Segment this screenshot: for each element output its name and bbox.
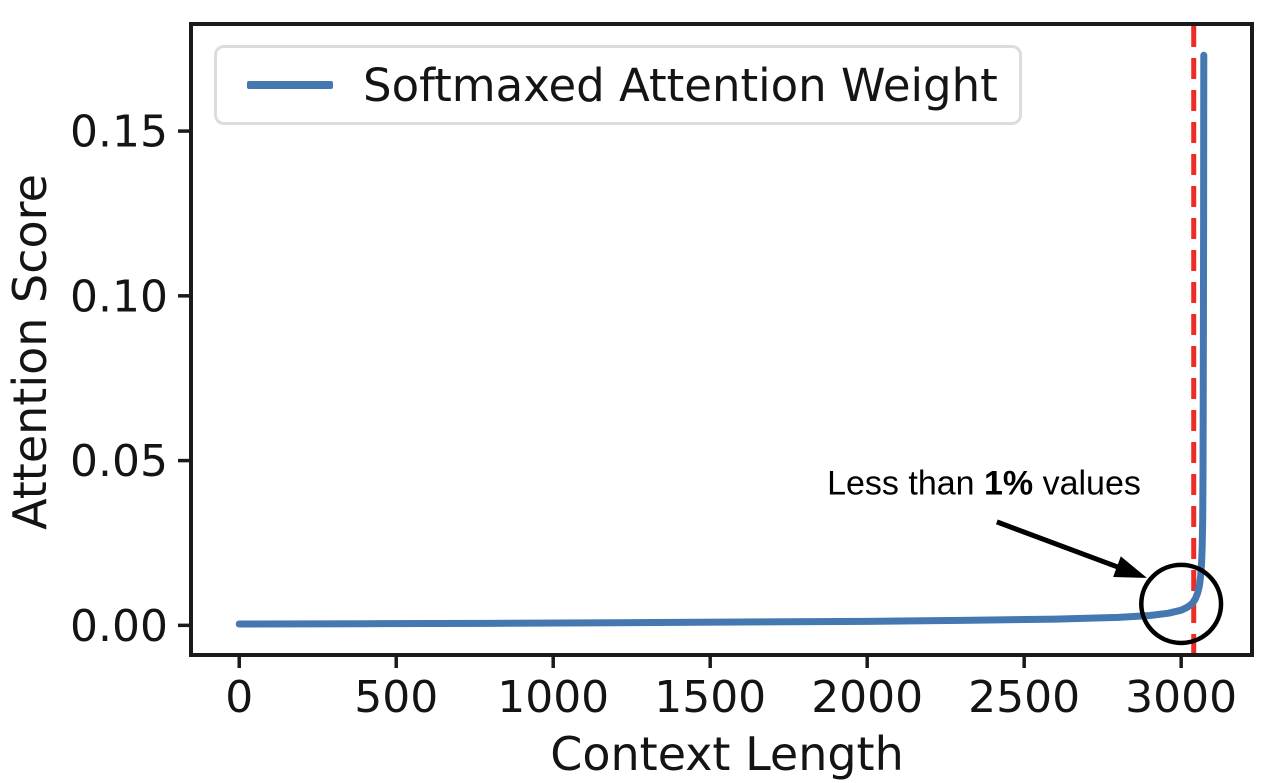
y-axis-title: Attention Score bbox=[3, 174, 57, 530]
annotation-arrow-shaft bbox=[995, 519, 1127, 573]
annotation-text: Less than 1% values bbox=[827, 465, 1141, 504]
highlight-circle bbox=[1139, 562, 1224, 646]
y-tick-label: 0.00 bbox=[70, 601, 168, 652]
x-tick-label: 3000 bbox=[1125, 672, 1237, 723]
annotation-text-after: values bbox=[1033, 464, 1141, 503]
y-tick-label: 0.10 bbox=[70, 271, 168, 322]
annotation-text-before: Less than bbox=[827, 464, 985, 503]
x-tick-label: 2000 bbox=[811, 672, 923, 723]
annotation-text-bold: 1% bbox=[984, 464, 1034, 503]
x-tick-label: 0 bbox=[225, 672, 253, 723]
axes-spines bbox=[189, 22, 1254, 657]
legend: Softmaxed Attention Weight bbox=[214, 45, 1022, 125]
x-tick-label: 2500 bbox=[968, 672, 1080, 723]
y-tick-label: 0.05 bbox=[70, 436, 168, 487]
attention-weight-curve bbox=[235, 51, 1208, 628]
x-tick-label: 1500 bbox=[654, 672, 766, 723]
x-axis-title: Context Length bbox=[550, 727, 904, 781]
y-tick-label: 0.15 bbox=[70, 107, 168, 158]
annotation-arrow-head bbox=[1113, 556, 1147, 578]
legend-label: Softmaxed Attention Weight bbox=[363, 58, 998, 112]
x-tick-label: 1000 bbox=[497, 672, 609, 723]
legend-line-sample bbox=[247, 81, 333, 89]
x-tick-label: 500 bbox=[354, 672, 438, 723]
